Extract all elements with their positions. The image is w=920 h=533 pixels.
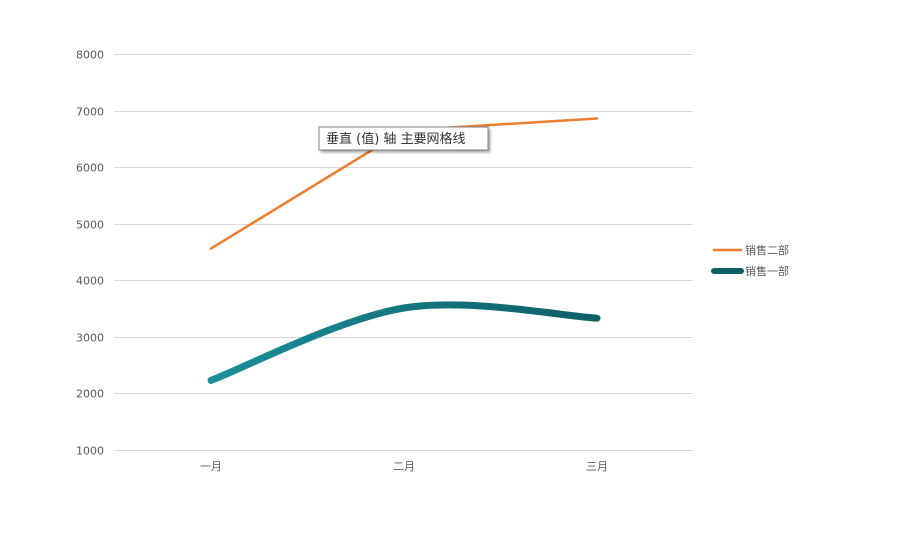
- legend-label: 销售一部: [745, 264, 789, 278]
- x-axis-ticks: 一月 二月 三月: [200, 460, 608, 473]
- y-tick-label: 7000: [76, 106, 104, 119]
- y-tick-label: 3000: [76, 332, 104, 345]
- y-tick-label: 4000: [76, 275, 104, 288]
- tooltip-box: [318, 126, 489, 151]
- tooltip: 垂直 (值) 轴 主要网格线: [318, 126, 489, 151]
- x-tick-label: 一月: [200, 460, 222, 473]
- legend-label: 销售二部: [745, 243, 789, 257]
- series-lines: [207, 117, 601, 384]
- y-tick-label: 6000: [76, 162, 104, 175]
- y-tick-label: 1000: [76, 445, 104, 458]
- y-tick-label: 5000: [76, 219, 104, 232]
- x-tick-label: 二月: [393, 460, 415, 473]
- y-axis-ticks: 1000 2000 3000 4000 5000 6000 7000 8000: [76, 49, 104, 458]
- y-tick-label: 8000: [76, 49, 104, 62]
- tooltip-text: 垂直 (值) 轴 主要网格线: [326, 131, 466, 147]
- series-line-sales-dept-1[interactable]: [207, 301, 601, 384]
- y-tick-label: 2000: [76, 388, 104, 401]
- gridlines: [114, 54, 693, 451]
- x-tick-label: 三月: [586, 460, 608, 473]
